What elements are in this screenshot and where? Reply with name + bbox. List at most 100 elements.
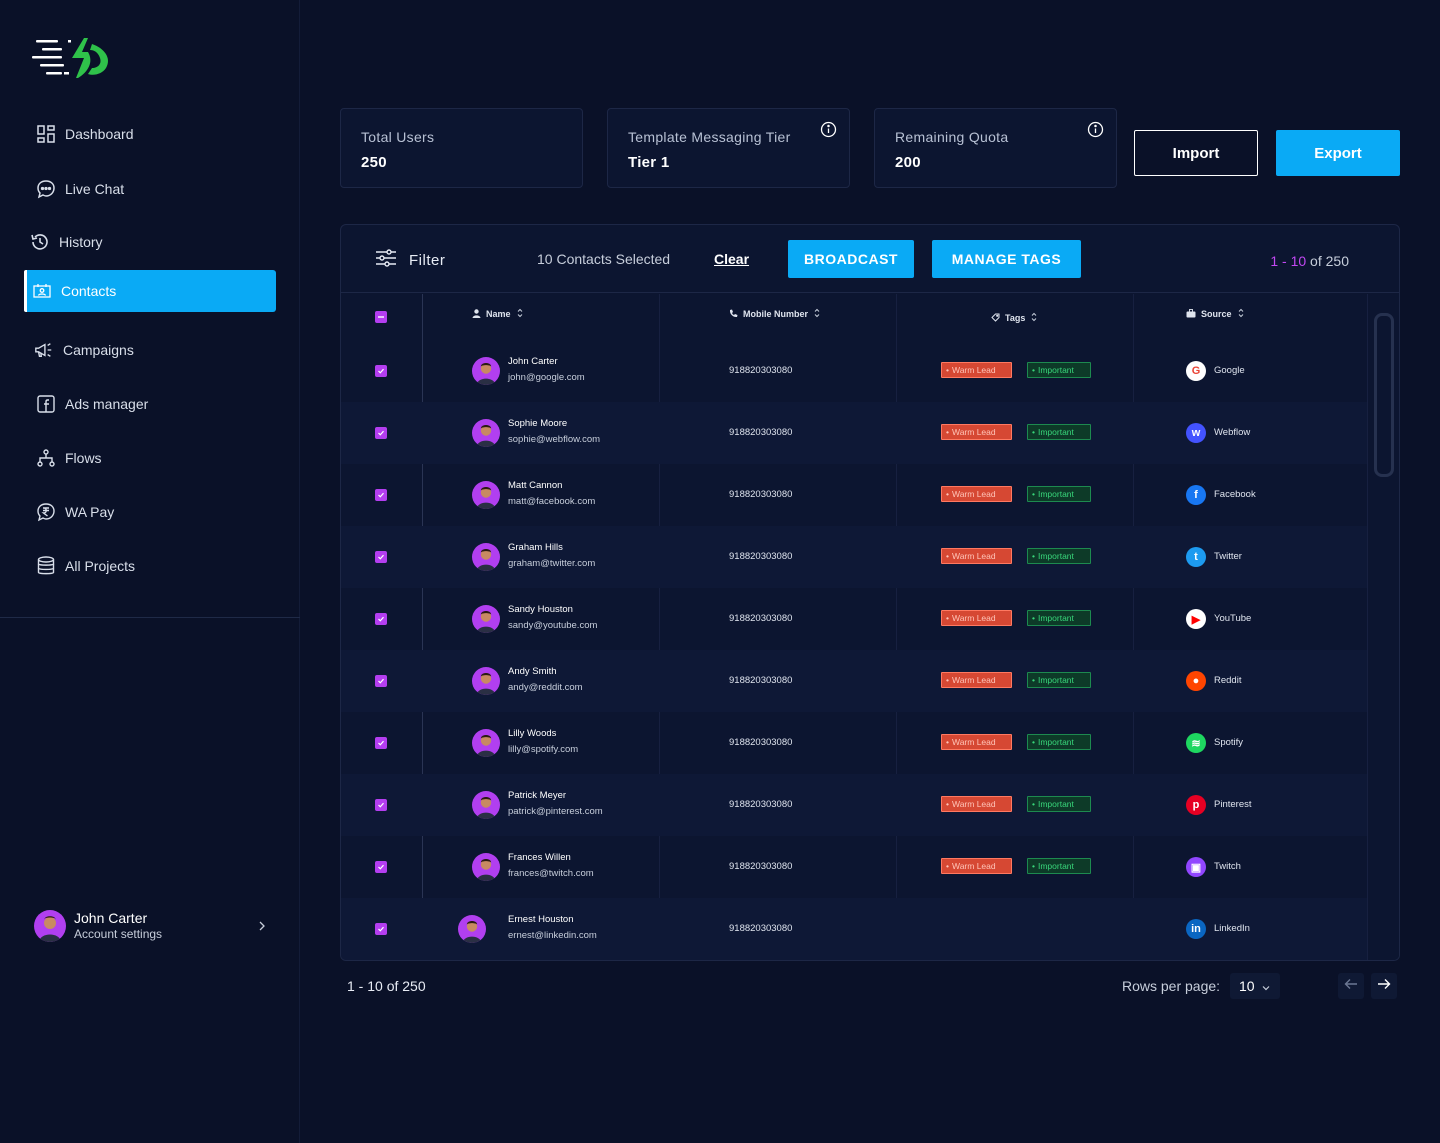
linkedin-icon: in <box>1186 919 1206 939</box>
import-button[interactable]: Import <box>1134 130 1258 176</box>
contact-mobile: 918820303080 <box>729 551 793 562</box>
tag-warm-lead[interactable]: • Warm Lead <box>941 548 1012 564</box>
column-header-tags[interactable]: Tags <box>991 312 1037 324</box>
row-checkbox[interactable] <box>375 861 387 873</box>
sort-icon[interactable] <box>517 308 523 320</box>
filter-icon <box>375 249 397 271</box>
sidebar-item-label: All Projects <box>65 558 136 574</box>
info-icon[interactable] <box>1087 121 1104 143</box>
column-divider <box>1133 294 1134 960</box>
table-row[interactable]: Patrick Meyer patrick@pinterest.com 918820… <box>341 774 1367 836</box>
contact-source: Google <box>1214 365 1245 376</box>
column-header-source[interactable]: Source <box>1186 308 1244 320</box>
tag-important[interactable]: • Important <box>1027 548 1091 564</box>
filter-button[interactable]: Filter <box>375 249 445 271</box>
sidebar-item-ads-manager[interactable]: Ads manager <box>24 383 276 425</box>
tag-warm-lead[interactable]: • Warm Lead <box>941 858 1012 874</box>
clear-selection-link[interactable]: Clear <box>714 251 750 267</box>
table-row[interactable]: Andy Smith andy@reddit.com 918820303080 • W… <box>341 650 1367 712</box>
sidebar-item-contacts[interactable]: Contacts <box>24 270 276 312</box>
export-button[interactable]: Export <box>1276 130 1400 176</box>
table-row[interactable]: Sandy Houston sandy@youtube.com 9188203030… <box>341 588 1367 650</box>
contact-email: andy@reddit.com <box>508 682 583 693</box>
tag-warm-lead[interactable]: • Warm Lead <box>941 672 1012 688</box>
table-row[interactable]: John Carter john@google.com 918820303080 • … <box>341 340 1367 402</box>
row-checkbox[interactable] <box>375 799 387 811</box>
tag-important[interactable]: • Important <box>1027 610 1091 626</box>
column-divider <box>659 294 660 960</box>
tag-warm-lead[interactable]: • Warm Lead <box>941 796 1012 812</box>
row-checkbox[interactable] <box>375 365 387 377</box>
tag-important[interactable]: • Important <box>1027 486 1091 502</box>
sidebar-item-label: Flows <box>65 450 102 466</box>
sidebar-item-all-projects[interactable]: All Projects <box>24 545 276 587</box>
filter-label: Filter <box>409 251 446 269</box>
row-checkbox[interactable] <box>375 489 387 501</box>
info-icon[interactable] <box>820 121 837 143</box>
table-row[interactable]: Frances Willen frances@twitch.com 91882030… <box>341 836 1367 898</box>
table-row[interactable]: Lilly Woods lilly@spotify.com 918820303080… <box>341 712 1367 774</box>
table-row[interactable]: Graham Hills graham@twitter.com 9188203030… <box>341 526 1367 588</box>
table-row[interactable]: Matt Cannon matt@facebook.com 918820303080… <box>341 464 1367 526</box>
table-row[interactable]: Sophie Moore sophie@webflow.com 9188203030… <box>341 402 1367 464</box>
arrow-left-icon <box>1344 977 1358 995</box>
row-checkbox[interactable] <box>375 675 387 687</box>
sidebar-item-live-chat[interactable]: Live Chat <box>24 168 276 210</box>
tag-warm-lead[interactable]: • Warm Lead <box>941 362 1012 378</box>
contact-email: sandy@youtube.com <box>508 620 598 631</box>
contact-source: YouTube <box>1214 613 1252 624</box>
account-settings[interactable]: John Carter Account settings <box>34 906 274 946</box>
twitter-icon: t <box>1186 547 1206 567</box>
row-checkbox[interactable] <box>375 551 387 563</box>
sidebar-item-flows[interactable]: Flows <box>24 437 276 479</box>
sidebar-item-label: Ads manager <box>65 396 149 412</box>
sidebar-item-wa-pay[interactable]: WA Pay <box>24 491 276 533</box>
twitch-icon: ▣ <box>1186 857 1206 877</box>
sidebar: Dashboard Live Chat History Contacts Cam… <box>0 0 300 1143</box>
stat-card-remaining-quota: Remaining Quota 200 <box>874 108 1117 188</box>
flow-icon <box>36 448 56 468</box>
contact-email: lilly@spotify.com <box>508 744 579 755</box>
tag-warm-lead[interactable]: • Warm Lead <box>941 486 1012 502</box>
rows-per-page-select[interactable]: 10 <box>1230 973 1280 999</box>
tag-warm-lead[interactable]: • Warm Lead <box>941 610 1012 626</box>
tag-warm-lead[interactable]: • Warm Lead <box>941 424 1012 440</box>
sort-icon[interactable] <box>1031 312 1037 324</box>
chevron-down-icon <box>1262 978 1270 994</box>
sidebar-item-history[interactable]: History <box>24 221 276 263</box>
tag-important[interactable]: • Important <box>1027 858 1091 874</box>
contact-email: ernest@linkedin.com <box>508 930 597 941</box>
row-checkbox[interactable] <box>375 613 387 625</box>
previous-page-button[interactable] <box>1338 973 1364 999</box>
scrollbar-thumb[interactable] <box>1374 313 1394 477</box>
table-row[interactable]: Ernest Houston ernest@linkedin.com 9188203… <box>341 898 1367 960</box>
tag-important[interactable]: • Important <box>1027 362 1091 378</box>
tag-important[interactable]: • Important <box>1027 672 1091 688</box>
sidebar-item-campaigns[interactable]: Campaigns <box>24 329 276 371</box>
contact-name: Graham Hills <box>508 542 563 553</box>
manage-tags-button[interactable]: MANAGE TAGS <box>932 240 1081 278</box>
history-icon <box>30 232 50 252</box>
table-toolbar: Filter 10 Contacts Selected Clear BROADC… <box>341 225 1399 293</box>
sidebar-item-label: History <box>59 234 103 250</box>
tag-important[interactable]: • Important <box>1027 424 1091 440</box>
contact-source: Spotify <box>1214 737 1244 748</box>
sort-icon[interactable] <box>1238 308 1244 320</box>
row-checkbox[interactable] <box>375 923 387 935</box>
sidebar-item-dashboard[interactable]: Dashboard <box>24 113 276 155</box>
tag-warm-lead[interactable]: • Warm Lead <box>941 734 1012 750</box>
row-checkbox[interactable] <box>375 427 387 439</box>
brand-logo[interactable] <box>32 36 116 80</box>
column-header-name[interactable]: Name <box>472 308 523 320</box>
contact-email: john@google.com <box>508 372 585 383</box>
column-header-mobile[interactable]: Mobile Number <box>729 308 820 320</box>
sort-icon[interactable] <box>814 308 820 320</box>
next-page-button[interactable] <box>1371 973 1397 999</box>
tag-important[interactable]: • Important <box>1027 796 1091 812</box>
select-all-checkbox[interactable] <box>375 311 387 323</box>
tag-important[interactable]: • Important <box>1027 734 1091 750</box>
contact-mobile: 918820303080 <box>729 427 793 438</box>
broadcast-button[interactable]: BROADCAST <box>788 240 914 278</box>
selection-count: 10 Contacts Selected <box>537 251 671 267</box>
row-checkbox[interactable] <box>375 737 387 749</box>
